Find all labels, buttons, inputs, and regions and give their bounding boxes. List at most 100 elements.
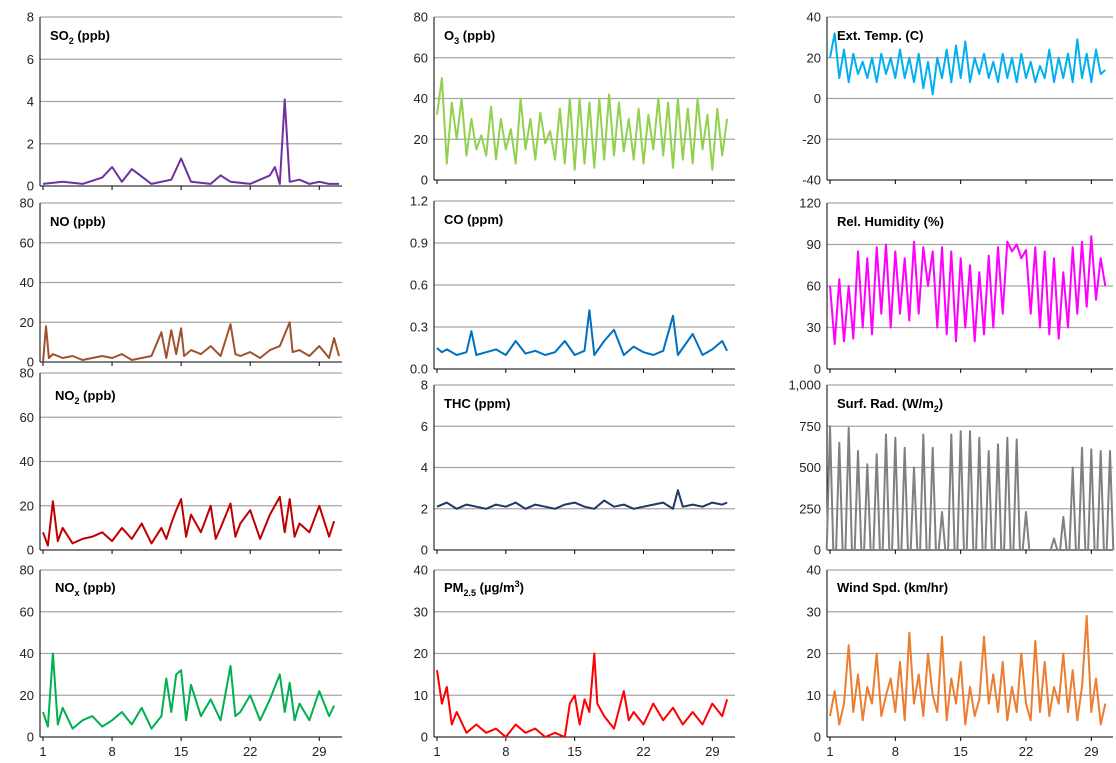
y-tick-label: 60: [414, 50, 428, 65]
y-tick-label: 120: [799, 196, 821, 211]
y-tick-label: 4: [421, 460, 428, 475]
y-tick-label: 0: [814, 91, 821, 106]
y-tick-label: 750: [799, 419, 821, 434]
panel-title: NOx (ppb): [55, 580, 116, 598]
x-tick-label: 15: [567, 744, 581, 759]
y-tick-label: 0: [421, 730, 428, 745]
y-tick-label: 0.0: [410, 362, 428, 377]
panel-title: NO2 (ppb): [55, 388, 116, 406]
y-tick-label: 40: [20, 275, 34, 290]
y-tick-label: 60: [20, 235, 34, 250]
y-tick-label: 80: [20, 196, 34, 211]
y-tick-label: 60: [807, 279, 821, 294]
y-tick-label: 30: [807, 604, 821, 619]
x-tick-label: 8: [108, 744, 115, 759]
x-tick-label: 15: [174, 744, 188, 759]
series-line-rh: [829, 235, 1107, 346]
panel-co: 0.0 0.3 0.6 0.9 1.2 CO (ppm): [410, 194, 735, 377]
y-tick-label: 20: [414, 132, 428, 147]
panel-pm25: 0 10 20 30 40 1 8 15 22 29 PM2.5 (µg/m3): [414, 563, 735, 759]
y-tick-label: 20: [20, 688, 34, 703]
series-line-co: [436, 309, 728, 356]
y-tick-label: 40: [414, 91, 428, 106]
y-tick-label: 0: [421, 543, 428, 558]
y-tick-label: 10: [414, 688, 428, 703]
y-tick-label: 6: [421, 419, 428, 434]
y-tick-label: 40: [20, 646, 34, 661]
y-tick-label: 60: [20, 604, 34, 619]
y-tick-label: 1,000: [788, 378, 821, 393]
x-tick-label: 8: [892, 744, 899, 759]
y-tick-label: 20: [20, 315, 34, 330]
y-tick-label: 0: [27, 355, 34, 370]
x-tick-label: 22: [1019, 744, 1033, 759]
x-tick-label: 8: [502, 744, 509, 759]
x-tick-label: 1: [39, 744, 46, 759]
y-tick-label: 0: [27, 543, 34, 558]
panel-title: Rel. Humidity (%): [837, 214, 944, 229]
y-tick-label: 30: [807, 320, 821, 335]
x-tick-label: 15: [953, 744, 967, 759]
panel-title: Ext. Temp. (C): [837, 28, 923, 43]
panel-rh: 0 30 60 90 120 Rel. Humidity (%): [799, 196, 1113, 377]
series-line-nox: [42, 652, 336, 730]
y-tick-label: 40: [414, 563, 428, 578]
y-tick-label: 6: [27, 52, 34, 67]
panel-title: PM2.5 (µg/m3): [444, 579, 524, 598]
series-line-thc: [436, 489, 728, 510]
y-tick-label: 2: [421, 501, 428, 516]
y-tick-label: 250: [799, 501, 821, 516]
panel-o3: 0 20 40 60 80 O3 (ppb): [414, 10, 735, 188]
x-tick-label: 1: [826, 744, 833, 759]
y-tick-label: 0.6: [410, 278, 428, 293]
panel-title: CO (ppm): [444, 212, 503, 227]
x-tick-label: 1: [433, 744, 440, 759]
panel-title: NO (ppb): [50, 214, 106, 229]
x-tick-label: 29: [1084, 744, 1098, 759]
series-line-no: [42, 321, 340, 363]
panel-title: SO2 (ppb): [50, 28, 110, 46]
y-tick-label: 10: [807, 688, 821, 703]
y-tick-label: -20: [802, 132, 821, 147]
y-tick-label: 80: [20, 366, 34, 381]
panel-temp: -40 -20 0 20 40 Ext. Temp. (C): [802, 10, 1113, 188]
y-tick-label: 500: [799, 460, 821, 475]
series-line-wind: [829, 614, 1107, 726]
y-tick-label: 2: [27, 136, 34, 151]
panel-title: O3 (ppb): [444, 28, 495, 46]
x-tick-label: 22: [636, 744, 650, 759]
panel-title: Surf. Rad. (W/m2): [837, 396, 943, 414]
y-tick-label: 20: [807, 646, 821, 661]
y-tick-label: 90: [807, 237, 821, 252]
x-tick-label: 29: [312, 744, 326, 759]
y-tick-label: 8: [421, 378, 428, 393]
panel-rad: 0 250 500 750 1,000 Surf. Rad. (W/m2): [788, 378, 1115, 558]
y-tick-label: 0: [27, 730, 34, 745]
y-tick-label: 0: [814, 543, 821, 558]
series-line-temp: [829, 32, 1106, 96]
panel-nox: 0 20 40 60 80 1 8 15 22 29 NOx (ppb): [20, 563, 342, 759]
y-tick-label: 40: [807, 10, 821, 25]
y-tick-label: 4: [27, 94, 34, 109]
y-tick-label: 1.2: [410, 194, 428, 209]
panel-so2: 0 2 4 6 8 SO2 (ppb): [27, 10, 342, 194]
x-tick-label: 22: [243, 744, 257, 759]
y-tick-label: 0.9: [410, 236, 428, 251]
y-tick-label: 20: [807, 50, 821, 65]
y-tick-label: 0: [421, 173, 428, 188]
panel-thc: 0 2 4 6 8 THC (ppm): [421, 378, 735, 558]
y-tick-label: -40: [802, 173, 821, 188]
y-tick-label: 8: [27, 10, 34, 25]
y-tick-label: 40: [807, 563, 821, 578]
series-line-so2: [42, 98, 339, 185]
panel-title: Wind Spd. (km/hr): [837, 580, 948, 595]
series-line-o3: [436, 77, 729, 171]
y-tick-label: 40: [20, 454, 34, 469]
y-tick-label: 80: [20, 563, 34, 578]
y-tick-label: 60: [20, 410, 34, 425]
y-tick-label: 20: [20, 498, 34, 513]
x-tick-label: 29: [705, 744, 719, 759]
panel-title: THC (ppm): [444, 396, 510, 411]
y-tick-label: 0: [27, 179, 34, 194]
